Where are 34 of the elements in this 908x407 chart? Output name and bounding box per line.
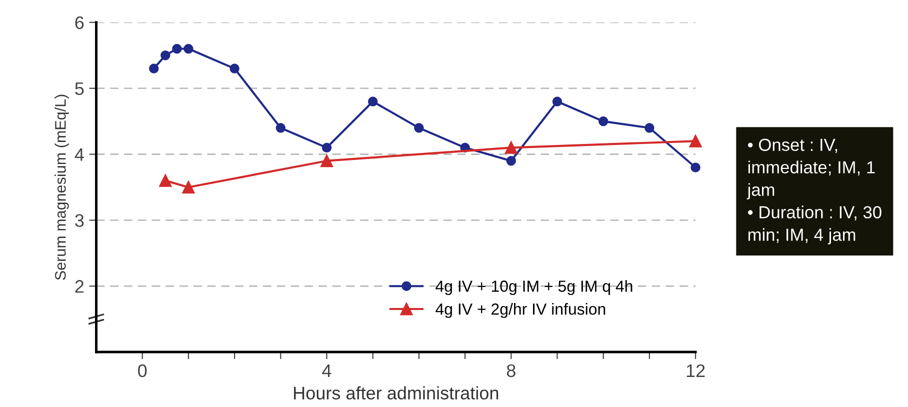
point bbox=[504, 141, 518, 154]
point bbox=[414, 123, 424, 133]
legend-label: 4g IV + 2g/hr IV infusion bbox=[436, 303, 606, 318]
point bbox=[276, 123, 286, 133]
point bbox=[689, 134, 702, 148]
point bbox=[159, 174, 172, 187]
x-tick-label: 8 bbox=[506, 364, 516, 378]
y-tick-label: 5 bbox=[75, 82, 84, 96]
point bbox=[368, 96, 378, 106]
y-tick-label: 6 bbox=[75, 16, 84, 30]
point bbox=[552, 96, 562, 106]
point bbox=[690, 162, 700, 172]
point bbox=[184, 44, 194, 54]
x-tick-label: 4 bbox=[322, 364, 332, 377]
point bbox=[644, 123, 654, 133]
x-axis-title: Hours after administration bbox=[294, 386, 498, 400]
point bbox=[506, 156, 516, 166]
point bbox=[322, 142, 332, 153]
legend-label: 4g IV + 10g IM + 5g IM q 4h bbox=[436, 280, 632, 296]
x-tick-label: 0 bbox=[138, 364, 147, 378]
y-tick-label: 2 bbox=[75, 280, 84, 293]
point bbox=[172, 44, 182, 54]
x-tick-label: 12 bbox=[686, 364, 705, 377]
y-tick-label: 4 bbox=[74, 148, 84, 161]
y-tick-label: 3 bbox=[75, 214, 84, 227]
text: • Duration : IV, 30 min; IM, 4 jam bbox=[748, 206, 882, 244]
y-axis-title: Serum magnesium (mEq/L) bbox=[54, 94, 69, 280]
point bbox=[230, 64, 240, 74]
point bbox=[182, 180, 195, 194]
point bbox=[149, 64, 159, 74]
point bbox=[320, 154, 333, 168]
text: • Onset : IV, immediate; IM, 1 jam bbox=[746, 138, 875, 200]
point bbox=[598, 116, 608, 126]
point bbox=[160, 50, 170, 60]
